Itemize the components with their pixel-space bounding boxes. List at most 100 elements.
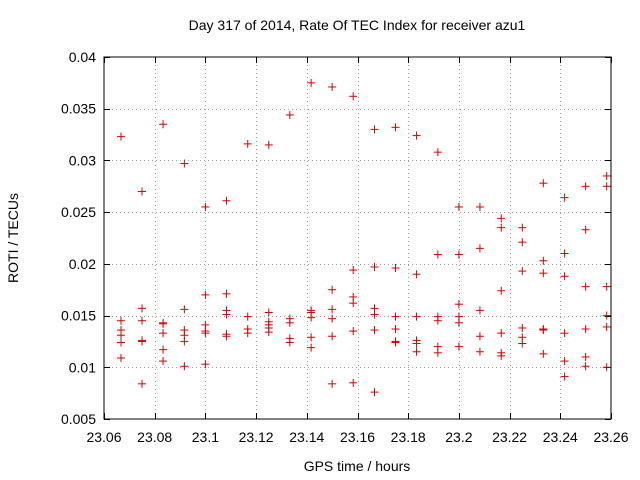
data-point bbox=[349, 327, 358, 336]
data-point bbox=[433, 148, 442, 157]
data-point bbox=[201, 290, 210, 299]
x-axis-label: GPS time / hours bbox=[304, 458, 411, 474]
data-point bbox=[307, 313, 316, 322]
data-point bbox=[159, 357, 168, 366]
data-point bbox=[497, 214, 506, 223]
data-point bbox=[581, 182, 590, 191]
data-point bbox=[602, 363, 611, 372]
data-point bbox=[201, 329, 210, 338]
y-tick-label: 0.02 bbox=[69, 256, 96, 272]
x-tick-label: 23.14 bbox=[289, 429, 324, 445]
data-point bbox=[243, 312, 252, 321]
data-point bbox=[602, 322, 611, 331]
data-point bbox=[602, 282, 611, 291]
data-point bbox=[581, 282, 590, 291]
data-point bbox=[581, 225, 590, 234]
data-point bbox=[159, 120, 168, 129]
data-point bbox=[602, 182, 611, 191]
data-point bbox=[497, 351, 506, 360]
data-point bbox=[539, 256, 548, 265]
data-point bbox=[475, 332, 484, 341]
data-point bbox=[497, 286, 506, 295]
data-point bbox=[180, 362, 189, 371]
data-point bbox=[285, 318, 294, 327]
data-point bbox=[454, 300, 463, 309]
data-point bbox=[560, 272, 569, 281]
data-point bbox=[370, 388, 379, 397]
data-point bbox=[391, 263, 400, 272]
data-point bbox=[328, 305, 337, 314]
data-point bbox=[138, 304, 147, 313]
data-point bbox=[560, 249, 569, 258]
data-point bbox=[412, 347, 421, 356]
data-point bbox=[285, 110, 294, 119]
data-point bbox=[222, 332, 231, 341]
data-point bbox=[370, 125, 379, 134]
data-point bbox=[138, 337, 147, 346]
data-point bbox=[159, 345, 168, 354]
data-points bbox=[116, 78, 611, 397]
data-point bbox=[518, 339, 527, 348]
data-point bbox=[370, 310, 379, 319]
data-point bbox=[349, 378, 358, 387]
data-point bbox=[412, 339, 421, 348]
x-tick-label: 23.26 bbox=[593, 429, 628, 445]
data-point bbox=[391, 312, 400, 321]
x-tick-label: 23.1 bbox=[192, 429, 219, 445]
data-point bbox=[264, 328, 273, 337]
data-point bbox=[243, 139, 252, 148]
data-point bbox=[391, 123, 400, 132]
data-point bbox=[349, 299, 358, 308]
data-point bbox=[581, 325, 590, 334]
y-tick-label: 0.04 bbox=[69, 49, 96, 65]
data-point bbox=[539, 349, 548, 358]
data-point bbox=[391, 325, 400, 334]
data-point bbox=[349, 266, 358, 275]
data-point bbox=[180, 337, 189, 346]
x-tick-label: 23.06 bbox=[86, 429, 121, 445]
y-tick-labels: 0.005 0.01 0.015 0.02 0.025 0.03 0.035 0.04 bbox=[61, 49, 96, 427]
data-point bbox=[349, 92, 358, 101]
data-point bbox=[138, 316, 147, 325]
x-tick-label: 23.2 bbox=[445, 429, 472, 445]
data-point bbox=[138, 379, 147, 388]
y-tick-label: 0.03 bbox=[69, 152, 96, 168]
data-point bbox=[581, 352, 590, 361]
data-point bbox=[264, 140, 273, 149]
data-point bbox=[180, 159, 189, 168]
y-tick-label: 0.015 bbox=[61, 308, 96, 324]
x-tick-label: 23.24 bbox=[543, 429, 578, 445]
data-point bbox=[412, 131, 421, 140]
data-point bbox=[475, 347, 484, 356]
x-tick-label: 23.18 bbox=[391, 429, 426, 445]
data-point bbox=[328, 285, 337, 294]
data-point bbox=[391, 338, 400, 347]
data-point bbox=[222, 196, 231, 205]
data-point bbox=[328, 332, 337, 341]
data-point bbox=[307, 78, 316, 87]
data-point bbox=[328, 314, 337, 323]
grid-lines bbox=[104, 57, 611, 419]
data-point bbox=[560, 193, 569, 202]
data-point bbox=[518, 323, 527, 332]
data-point bbox=[518, 267, 527, 276]
data-point bbox=[518, 223, 527, 232]
data-point bbox=[454, 250, 463, 259]
data-point bbox=[518, 238, 527, 247]
data-point bbox=[116, 353, 125, 362]
data-point bbox=[285, 338, 294, 347]
data-point bbox=[560, 372, 569, 381]
data-point bbox=[370, 262, 379, 271]
data-point bbox=[433, 348, 442, 357]
y-tick-label: 0.005 bbox=[61, 411, 96, 427]
data-point bbox=[307, 343, 316, 352]
x-tick-label: 23.08 bbox=[137, 429, 172, 445]
data-point bbox=[243, 329, 252, 338]
data-point bbox=[116, 132, 125, 141]
data-point bbox=[180, 305, 189, 314]
data-point bbox=[222, 289, 231, 298]
data-point bbox=[159, 329, 168, 338]
data-point bbox=[433, 250, 442, 259]
